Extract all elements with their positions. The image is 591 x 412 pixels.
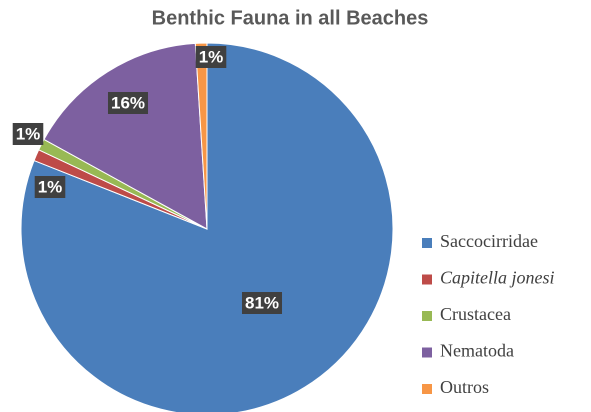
- chart-title: Benthic Fauna in all Beaches: [152, 7, 429, 29]
- data-label-bg: [241, 292, 283, 314]
- legend-swatch: [422, 311, 432, 321]
- data-label-bg: [107, 92, 149, 114]
- data-label: 1%: [34, 176, 66, 198]
- data-label-bg: [34, 176, 66, 198]
- legend-swatch: [422, 384, 432, 394]
- data-label: 81%: [241, 292, 283, 314]
- data-label-text: 16%: [111, 93, 145, 112]
- legend-label: Crustacea: [440, 304, 511, 324]
- data-label-text: 1%: [199, 47, 224, 66]
- data-label-text: 1%: [16, 124, 41, 143]
- legend-label: Outros: [440, 377, 489, 397]
- legend-swatch: [422, 238, 432, 248]
- legend-label: Saccocirridae: [440, 231, 538, 251]
- legend-swatch: [422, 274, 432, 285]
- legend-label: Nematoda: [440, 341, 514, 361]
- legend-swatch: [422, 347, 432, 358]
- data-label-bg: [12, 123, 44, 145]
- data-label-text: 81%: [245, 293, 279, 312]
- data-label: 1%: [12, 123, 44, 145]
- data-label: 16%: [107, 92, 149, 114]
- data-label: 1%: [195, 46, 227, 68]
- legend-label: Capitella jonesi: [440, 268, 555, 288]
- data-label-bg: [195, 46, 227, 68]
- pie-slice: [43, 42, 208, 230]
- data-label-text: 1%: [38, 177, 63, 196]
- pie-slice: [194, 42, 208, 230]
